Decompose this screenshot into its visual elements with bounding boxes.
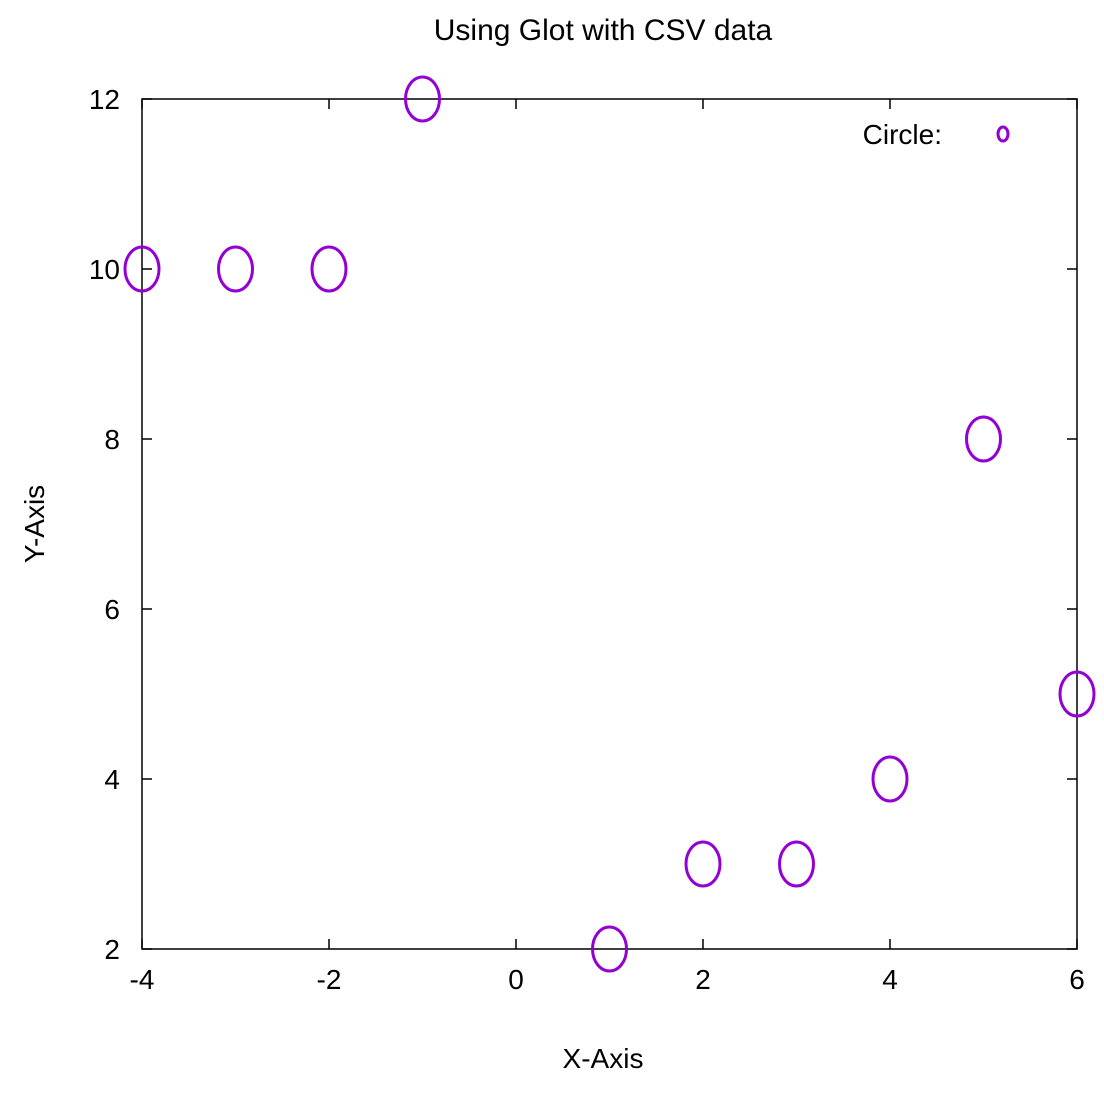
data-point-circle <box>404 75 441 123</box>
data-point-circle <box>591 925 628 973</box>
legend-label: Circle: <box>863 119 942 150</box>
axis-tick-labels: -4 -2 0 2 4 6 2 4 6 8 10 12 <box>89 84 1085 995</box>
data-point-circle <box>123 245 161 293</box>
axis-ticks <box>141 98 1078 950</box>
data-point-circle <box>965 415 1002 463</box>
y-tick-label: 12 <box>89 84 120 115</box>
chart-title: Using Glot with CSV data <box>434 14 773 47</box>
y-tick-label: 2 <box>104 934 120 965</box>
data-point-circle <box>1058 670 1096 718</box>
data-point-circle <box>310 245 348 293</box>
legend: Circle: <box>863 119 1010 150</box>
x-axis-label: X-Axis <box>563 1043 644 1074</box>
data-point-circle <box>778 840 815 888</box>
y-tick-label: 10 <box>89 254 120 285</box>
data-point-circle <box>684 840 722 888</box>
data-point-circle <box>217 245 254 293</box>
x-tick-label: -4 <box>130 964 155 995</box>
data-points <box>123 75 1096 973</box>
legend-marker-circle <box>996 125 1010 143</box>
y-tick-label: 6 <box>104 594 120 625</box>
x-tick-label: -2 <box>317 964 342 995</box>
x-tick-label: 6 <box>1069 964 1085 995</box>
y-axis-label: Y-Axis <box>19 485 50 563</box>
x-tick-label: 4 <box>882 964 898 995</box>
y-tick-label: 8 <box>104 424 120 455</box>
plot-area-frame <box>141 98 1078 950</box>
x-tick-label: 2 <box>695 964 711 995</box>
y-tick-label: 4 <box>104 764 120 795</box>
x-tick-label: 0 <box>508 964 524 995</box>
data-point-circle <box>871 755 909 803</box>
